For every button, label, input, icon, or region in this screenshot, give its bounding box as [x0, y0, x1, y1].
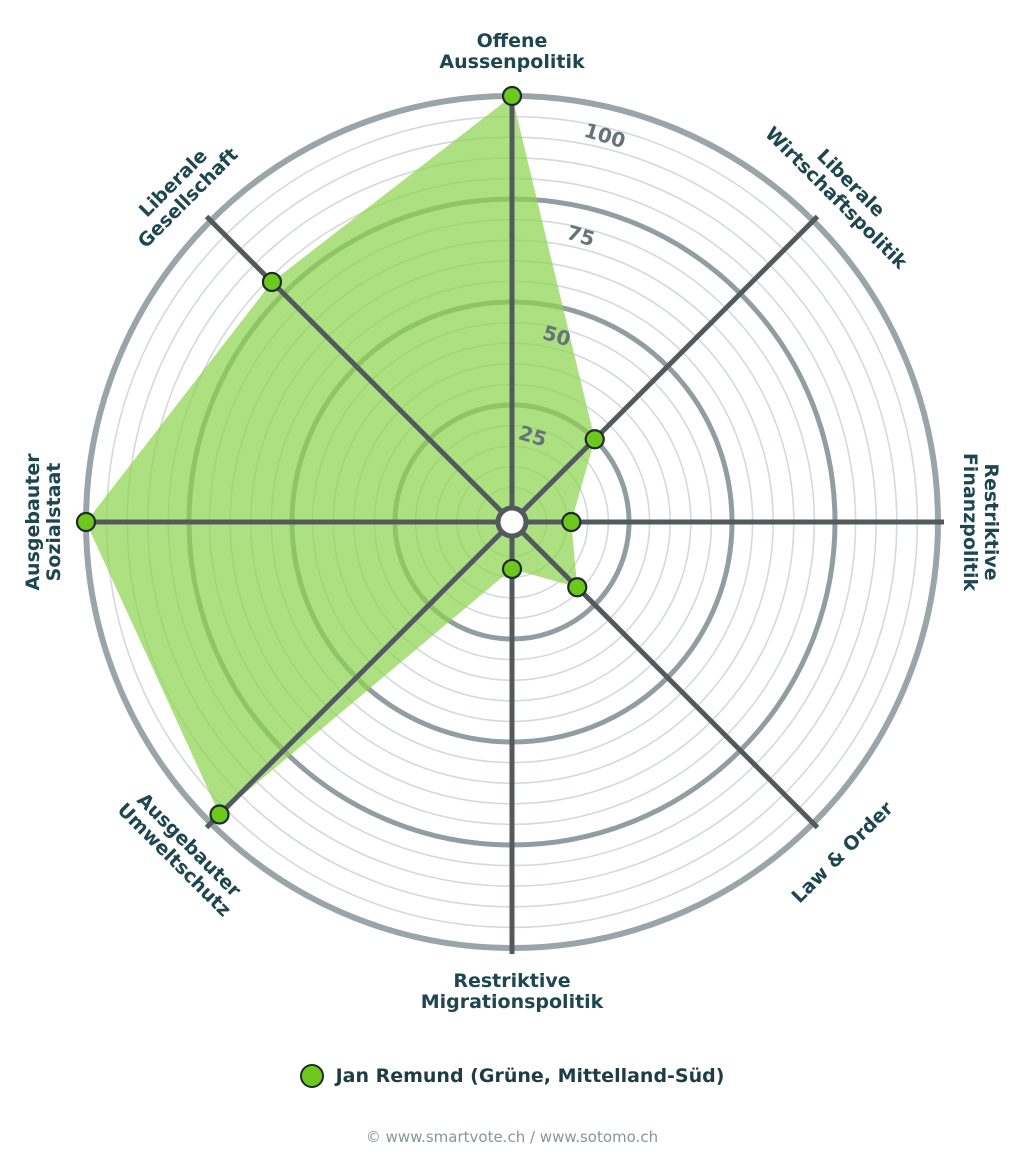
chart-spokes [80, 90, 944, 954]
legend-marker-icon [299, 1064, 324, 1088]
data-area [86, 96, 595, 815]
tick-label: 100 [581, 118, 628, 153]
data-point [584, 429, 605, 450]
data-point [561, 511, 582, 533]
axis-label-line: Migrationspolitik [421, 991, 604, 1013]
data-point [209, 804, 230, 825]
axis-label-line: Restriktive [980, 463, 1002, 580]
data-point [567, 577, 588, 598]
axis-label-line: Restriktive [453, 970, 570, 992]
legend: Jan Remund (Grüne, Mittelland-Süd) [0, 1064, 1024, 1088]
spoke-line [204, 530, 504, 830]
credit-text: © www.smartvote.ch / www.sotomo.ch [365, 1128, 659, 1146]
axis-label: Ausgebauter Sozialstaat [22, 453, 65, 591]
data-markers [75, 85, 605, 825]
axis-label-line: Sozialstaat [43, 463, 65, 582]
legend-label: Jan Remund (Grüne, Mittelland-Süd) [335, 1065, 725, 1087]
spoke-line [520, 214, 820, 514]
data-point [501, 558, 523, 580]
data-point [261, 271, 283, 293]
spoke-line [520, 530, 820, 830]
chart-center [495, 505, 529, 539]
axis-label-line: Offene [477, 30, 548, 52]
axis-label-line: Aussenpolitik [439, 51, 585, 73]
axis-label-line: Ausgebauter [22, 453, 44, 591]
center-circle [495, 505, 529, 539]
data-point [75, 511, 97, 533]
spoke-line [204, 214, 504, 514]
data-point [501, 85, 523, 107]
data-polygon [86, 96, 595, 815]
axis-label-line: Finanzpolitik [959, 453, 981, 592]
